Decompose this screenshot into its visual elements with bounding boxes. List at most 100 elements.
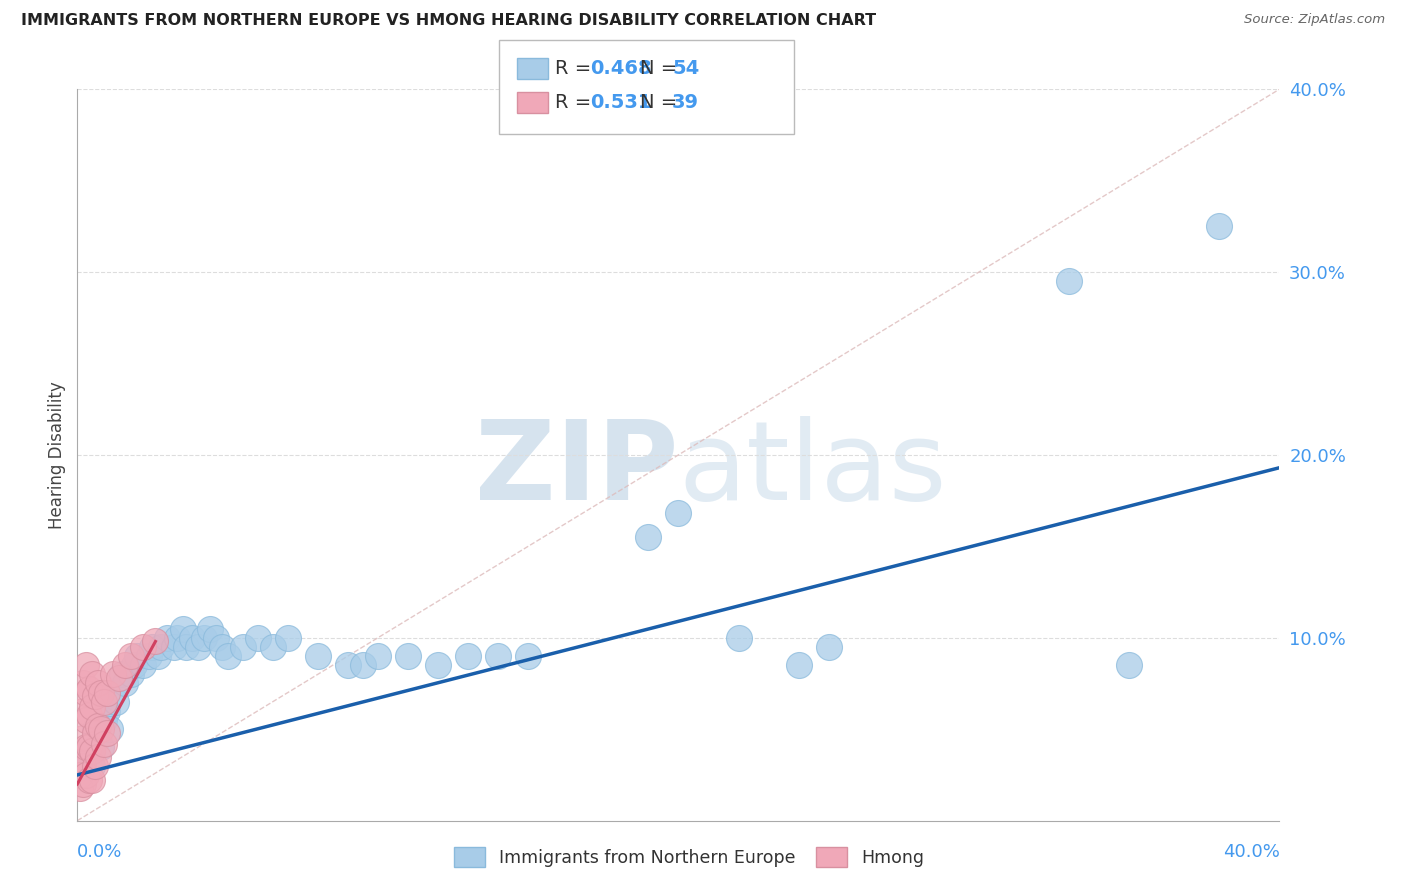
- Point: [79, 707, 101, 722]
- Point: [352, 658, 374, 673]
- Point: [186, 640, 209, 654]
- Point: [132, 640, 155, 654]
- Point: [141, 640, 163, 654]
- Point: [457, 649, 479, 664]
- Point: [90, 740, 112, 755]
- Text: ZIP: ZIP: [475, 416, 679, 523]
- Text: 0.531: 0.531: [591, 93, 652, 112]
- Point: [637, 530, 659, 544]
- Point: [307, 649, 329, 664]
- Point: [396, 649, 419, 664]
- Point: [217, 649, 239, 664]
- Point: [193, 631, 215, 645]
- Point: [817, 640, 839, 654]
- Point: [138, 649, 160, 664]
- Point: [166, 631, 188, 645]
- Point: [82, 744, 104, 758]
- Point: [84, 690, 107, 704]
- Point: [93, 695, 115, 709]
- Point: [148, 649, 170, 664]
- Point: [277, 631, 299, 645]
- Point: [75, 768, 97, 782]
- Point: [75, 713, 97, 727]
- Point: [96, 704, 118, 718]
- Point: [127, 649, 149, 664]
- Point: [79, 740, 101, 755]
- Point: [69, 780, 91, 795]
- Point: [90, 685, 112, 699]
- Point: [93, 713, 115, 727]
- Point: [82, 758, 104, 772]
- Point: [87, 731, 110, 746]
- Point: [427, 658, 450, 673]
- Point: [198, 622, 221, 636]
- Point: [111, 667, 134, 681]
- Point: [72, 704, 94, 718]
- Point: [100, 723, 122, 737]
- Point: [150, 640, 173, 654]
- Text: IMMIGRANTS FROM NORTHERN EUROPE VS HMONG HEARING DISABILITY CORRELATION CHART: IMMIGRANTS FROM NORTHERN EUROPE VS HMONG…: [21, 13, 876, 29]
- Point: [211, 640, 233, 654]
- Point: [1057, 274, 1080, 288]
- Point: [517, 649, 540, 664]
- Point: [132, 658, 155, 673]
- Text: R =: R =: [555, 93, 598, 112]
- Point: [75, 658, 97, 673]
- Point: [84, 758, 107, 772]
- Point: [120, 649, 142, 664]
- Point: [69, 768, 91, 782]
- Point: [103, 685, 125, 699]
- Point: [79, 773, 101, 788]
- Point: [124, 658, 146, 673]
- Point: [367, 649, 389, 664]
- Point: [246, 631, 269, 645]
- Point: [668, 507, 690, 521]
- Point: [79, 681, 101, 696]
- Point: [114, 676, 136, 690]
- Point: [156, 631, 179, 645]
- Point: [108, 671, 131, 685]
- Point: [96, 685, 118, 699]
- Text: 0.0%: 0.0%: [77, 843, 122, 861]
- Point: [72, 731, 94, 746]
- Point: [96, 726, 118, 740]
- Point: [727, 631, 749, 645]
- Point: [87, 676, 110, 690]
- Text: N =: N =: [640, 59, 683, 78]
- Point: [262, 640, 284, 654]
- Point: [105, 695, 128, 709]
- Point: [72, 758, 94, 772]
- Point: [232, 640, 254, 654]
- Point: [72, 676, 94, 690]
- Text: N =: N =: [640, 93, 683, 112]
- Point: [120, 667, 142, 681]
- Point: [204, 631, 226, 645]
- Text: 54: 54: [672, 59, 699, 78]
- Point: [72, 749, 94, 764]
- Point: [486, 649, 509, 664]
- Point: [145, 634, 167, 648]
- Point: [172, 622, 194, 636]
- Text: Source: ZipAtlas.com: Source: ZipAtlas.com: [1244, 13, 1385, 27]
- Point: [103, 667, 125, 681]
- Point: [87, 749, 110, 764]
- Point: [336, 658, 359, 673]
- Point: [1118, 658, 1140, 673]
- Text: atlas: atlas: [679, 416, 946, 523]
- Text: 39: 39: [672, 93, 699, 112]
- Point: [75, 740, 97, 755]
- Point: [174, 640, 197, 654]
- Point: [114, 658, 136, 673]
- Point: [180, 631, 202, 645]
- Point: [75, 685, 97, 699]
- Y-axis label: Hearing Disability: Hearing Disability: [48, 381, 66, 529]
- Point: [82, 667, 104, 681]
- Point: [69, 755, 91, 769]
- Point: [72, 777, 94, 791]
- Legend: Immigrants from Northern Europe, Hmong: Immigrants from Northern Europe, Hmong: [447, 840, 931, 874]
- Point: [787, 658, 810, 673]
- Point: [162, 640, 184, 654]
- Point: [82, 700, 104, 714]
- Text: R =: R =: [555, 59, 598, 78]
- Point: [93, 737, 115, 751]
